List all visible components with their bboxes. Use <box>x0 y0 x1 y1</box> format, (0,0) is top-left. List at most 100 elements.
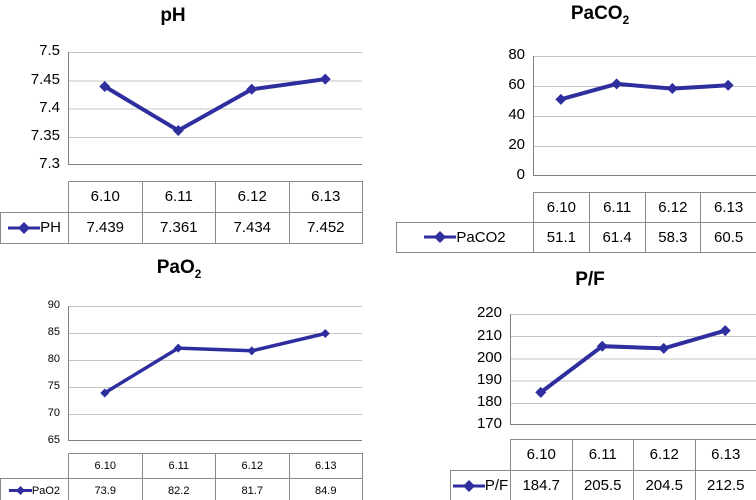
y-tick-label: 7.4 <box>39 98 60 116</box>
value-cell: 212.5 <box>694 469 756 500</box>
value-cell: 60.5 <box>700 221 756 253</box>
chart-title: PaCO2 <box>417 2 756 32</box>
category-cell: 6.12 <box>215 180 290 213</box>
chart-title: PaO2 <box>0 256 360 286</box>
category-cell: 6.11 <box>141 452 216 479</box>
value-cell: 205.5 <box>571 469 634 500</box>
series-marker-icon <box>8 486 32 496</box>
y-tick-label: 60 <box>508 76 525 94</box>
chart-title: P/F <box>407 268 756 298</box>
chart-title-text: PaCO <box>570 3 623 24</box>
chart-pao2: PaO2 90 85 80 75 70 65 6.10 6.11 6.12 6.13 PaO2 73… <box>0 252 363 500</box>
line-chart-svg <box>68 305 362 441</box>
y-tick-label: 7.35 <box>30 127 60 145</box>
value-cell: 204.5 <box>633 469 696 500</box>
y-tick-label: 170 <box>476 415 502 433</box>
y-tick-label: 80 <box>47 352 60 365</box>
category-cell: 6.13 <box>288 180 363 213</box>
chart-ph: pH 7.5 7.45 7.4 7.35 7.3 6.10 6.11 6.12 6.13 PH 7… <box>0 0 363 244</box>
y-tick-label: 7.45 <box>30 70 60 88</box>
category-cell: 6.10 <box>68 180 143 213</box>
plot-area <box>533 55 756 181</box>
y-tick-label: 65 <box>47 433 60 446</box>
value-cell: 184.7 <box>510 469 573 500</box>
category-cell: 6.13 <box>694 438 756 471</box>
legend-cell: PaO2 <box>0 477 69 500</box>
category-cell: 6.12 <box>644 191 702 223</box>
line-chart-svg <box>510 313 756 425</box>
data-table: 6.10 6.11 6.12 6.13 PH 7.439 7.361 7.434 7.452 <box>0 180 363 244</box>
y-axis-labels: 220 210 200 190 180 170 <box>390 304 502 435</box>
y-tick-label: 40 <box>508 106 525 124</box>
y-axis-labels: 7.5 7.45 7.4 7.35 7.3 <box>0 42 60 175</box>
y-tick-label: 200 <box>476 348 502 366</box>
table-corner-blank-cell <box>450 439 511 471</box>
y-tick-label: 70 <box>47 406 60 419</box>
legend-series-label: PaCO2 <box>456 228 506 246</box>
y-tick-label: 90 <box>47 298 60 311</box>
plot-area <box>510 313 756 430</box>
plot-region: 7.5 7.45 7.4 7.35 7.3 <box>0 42 362 175</box>
y-tick-label: 80 <box>508 46 525 64</box>
value-cell: 7.434 <box>215 211 290 244</box>
category-cell: 6.12 <box>633 438 696 471</box>
value-cell: 51.1 <box>533 221 590 253</box>
category-cell: 6.11 <box>588 191 646 223</box>
value-cell: 73.9 <box>68 477 143 500</box>
value-cell: 61.4 <box>588 221 646 253</box>
chart-title-text: P/F <box>575 269 605 290</box>
chart-title-text: PaO <box>156 257 195 278</box>
y-tick-label: 210 <box>476 326 502 344</box>
legend-series-label: PH <box>40 219 61 237</box>
value-cell: 82.2 <box>141 477 216 500</box>
chart-paco2: PaCO2 80 60 40 20 0 6.10 6.11 6.12 6.13 PaCO2 51.… <box>390 0 756 253</box>
plot-region: 80 60 40 20 0 <box>390 46 756 186</box>
line-chart-svg <box>533 55 756 176</box>
legend-cell: P/F <box>450 469 511 500</box>
chart-title: pH <box>0 4 354 34</box>
line-chart-svg <box>68 51 362 165</box>
category-cell: 6.13 <box>700 191 756 223</box>
legend-series-label: P/F <box>484 477 509 495</box>
legend-cell: PH <box>0 211 69 244</box>
legend-series-label: PaO2 <box>31 484 61 497</box>
y-tick-label: 7.3 <box>39 155 60 173</box>
value-cell: 7.452 <box>288 211 363 244</box>
category-cell: 6.13 <box>288 452 363 479</box>
category-cell: 6.10 <box>533 191 590 223</box>
y-tick-label: 190 <box>476 371 502 389</box>
plot-region: 220 210 200 190 180 170 <box>390 304 756 435</box>
plot-area <box>68 51 362 170</box>
y-tick-label: 20 <box>508 136 525 154</box>
data-table: 6.10 6.11 6.12 6.13 PaCO2 51.1 61.4 58.3 60.5 <box>396 191 756 253</box>
value-cell: 81.7 <box>215 477 290 500</box>
series-marker-icon <box>452 479 485 492</box>
chart-title-subscript: 2 <box>622 13 630 27</box>
data-table: 6.10 6.11 6.12 6.13 PaO2 73.9 82.2 81.7 84.9 <box>0 452 363 500</box>
plot-area <box>68 305 362 446</box>
value-cell: 7.361 <box>141 211 216 244</box>
category-cell: 6.10 <box>68 452 143 479</box>
y-axis-labels: 80 60 40 20 0 <box>390 46 525 186</box>
table-corner-blank-cell <box>0 453 69 479</box>
value-cell: 84.9 <box>288 477 363 500</box>
y-tick-label: 220 <box>476 304 502 322</box>
category-cell: 6.12 <box>215 452 290 479</box>
category-cell: 6.10 <box>510 438 573 471</box>
value-cell: 58.3 <box>644 221 702 253</box>
value-cell: 7.439 <box>68 211 143 244</box>
category-cell: 6.11 <box>141 180 216 213</box>
series-marker-icon <box>8 221 41 234</box>
y-tick-label: 180 <box>476 393 502 411</box>
chart-title-subscript: 2 <box>194 267 202 281</box>
y-tick-label: 85 <box>47 325 60 338</box>
data-table: 6.10 6.11 6.12 6.13 P/F 184.7 205.5 204.5 212.5 <box>450 438 756 500</box>
y-tick-label: 75 <box>47 379 60 392</box>
table-corner-blank-cell <box>0 181 69 213</box>
legend-cell: PaCO2 <box>396 221 534 253</box>
y-tick-label: 0 <box>516 166 525 184</box>
chart-pf: P/F 220 210 200 190 180 170 6.10 6.11 6.12 6.13 P… <box>390 252 756 500</box>
chart-title-text: pH <box>160 5 186 26</box>
category-cell: 6.11 <box>571 438 634 471</box>
